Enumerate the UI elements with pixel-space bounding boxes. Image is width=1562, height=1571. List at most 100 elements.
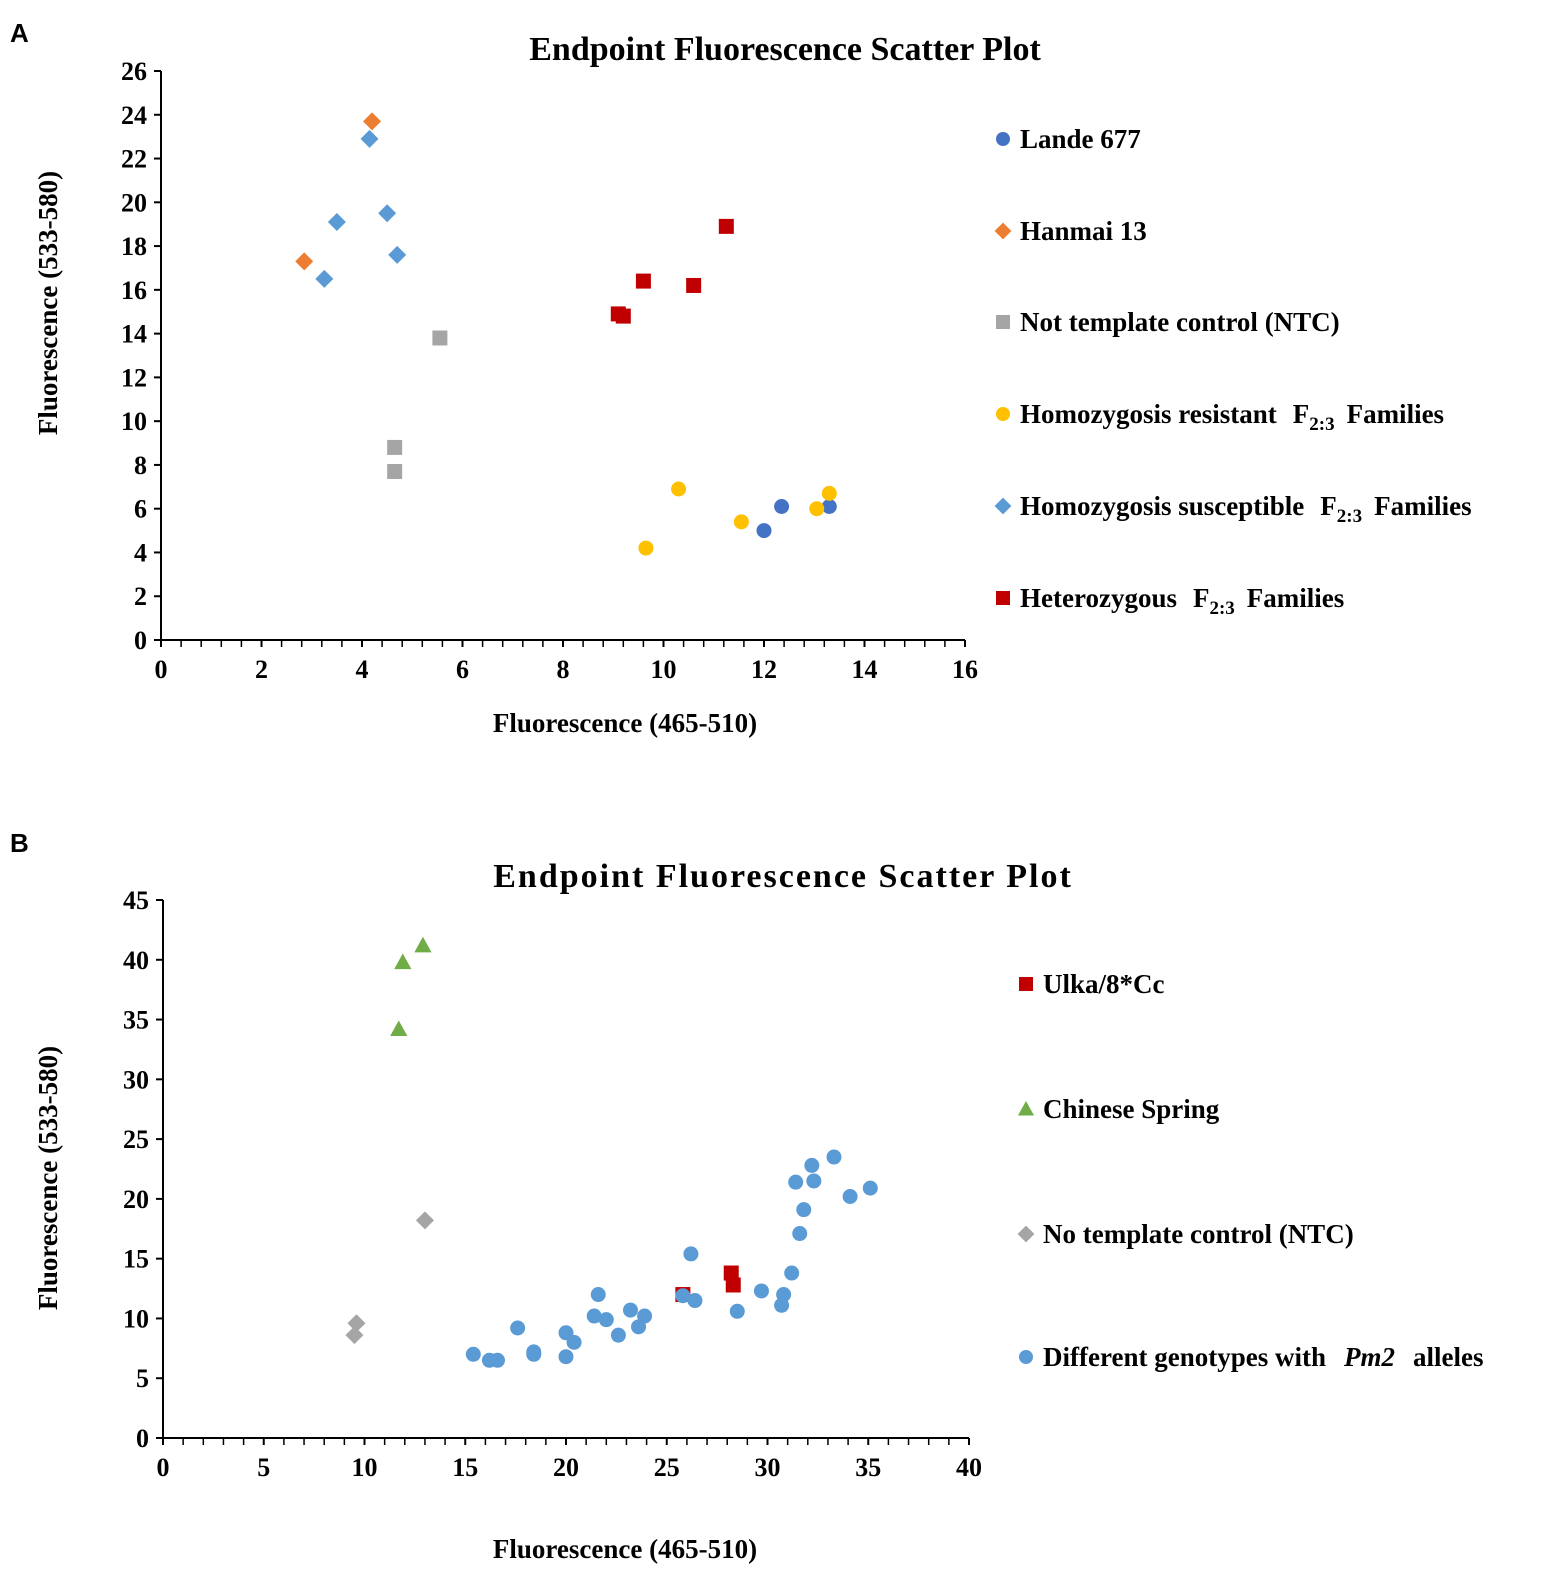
y-tick-label: 20 (123, 1185, 149, 1214)
x-tick-label: 35 (855, 1453, 881, 1482)
legend-marker (1019, 977, 1033, 991)
data-point (590, 1287, 606, 1303)
y-tick-label: 10 (121, 407, 147, 436)
legend-label: Hanmai 13 (1020, 216, 1147, 246)
data-point (686, 277, 702, 293)
legend-item: Lande 677 (996, 124, 1141, 154)
legend-marker (1019, 1350, 1033, 1364)
legend-item: Ulka/8*Cc (1019, 969, 1165, 999)
legend-marker (994, 497, 1012, 515)
data-point (635, 273, 651, 289)
y-tick-label: 30 (123, 1065, 149, 1094)
y-tick-label: 40 (123, 946, 149, 975)
data-point (465, 1346, 481, 1362)
panel-b-title: Endpoint Fluorescence Scatter Plot (493, 858, 1073, 895)
legend-marker (996, 407, 1010, 421)
series-1 (756, 499, 837, 539)
x-tick-label: 10 (651, 655, 677, 684)
data-point (788, 1174, 804, 1190)
legend-marker (996, 591, 1010, 605)
legend-label: Not template control (NTC) (1020, 307, 1340, 337)
x-tick-label: 15 (452, 1453, 478, 1482)
data-point (804, 1157, 820, 1173)
panel-b-letter: B (10, 828, 29, 858)
y-tick-label: 35 (123, 1006, 149, 1035)
series-4 (465, 1149, 878, 1368)
panel-a-x-axis-label: Fluorescence (465-510) (493, 708, 757, 738)
x-tick-label: 6 (456, 655, 469, 684)
x-tick-label: 4 (356, 655, 369, 684)
series-6 (610, 218, 734, 324)
data-point (363, 112, 382, 131)
panel-b-x-axis-label: Fluorescence (465-510) (493, 1534, 757, 1564)
data-point (622, 1302, 638, 1318)
y-tick-label: 5 (136, 1364, 149, 1393)
data-point (390, 1020, 408, 1037)
legend-item: Homozygosis susceptible F2:3 Families (994, 491, 1472, 527)
y-tick-label: 26 (121, 57, 147, 86)
data-point (558, 1349, 574, 1365)
x-tick-label: 25 (654, 1453, 680, 1482)
y-tick-label: 14 (121, 320, 147, 349)
data-point (378, 204, 397, 223)
x-tick-label: 12 (751, 655, 777, 684)
data-point (315, 269, 334, 288)
series-2 (295, 112, 382, 271)
legend-marker (994, 222, 1012, 240)
data-point (776, 1287, 792, 1303)
x-tick-label: 40 (956, 1453, 982, 1482)
data-point (360, 129, 379, 148)
data-point (295, 252, 314, 271)
data-point (489, 1352, 505, 1368)
data-point (615, 308, 631, 324)
legend-label: Homozygosis resistant F2:3 Families (1020, 399, 1444, 435)
legend-item: Chinese Spring (1017, 1094, 1220, 1124)
data-point (725, 1277, 741, 1293)
data-point (566, 1334, 582, 1350)
legend-item: Homozygosis resistant F2:3 Families (996, 399, 1444, 435)
x-tick-label: 0 (155, 655, 168, 684)
x-tick-label: 14 (852, 655, 878, 684)
y-tick-label: 20 (121, 188, 147, 217)
legend-label: Chinese Spring (1043, 1094, 1220, 1124)
data-point (637, 1308, 653, 1324)
data-point (723, 1265, 739, 1281)
y-tick-label: 15 (123, 1245, 149, 1274)
x-tick-label: 8 (557, 655, 570, 684)
data-point (327, 213, 346, 232)
y-tick-label: 0 (134, 626, 147, 655)
data-point (792, 1226, 808, 1242)
y-tick-label: 6 (134, 495, 147, 524)
x-tick-label: 30 (755, 1453, 781, 1482)
data-point (415, 1211, 434, 1230)
x-tick-label: 10 (352, 1453, 378, 1482)
x-tick-label: 20 (553, 1453, 579, 1482)
data-point (432, 330, 448, 346)
legend-label: Homozygosis susceptible F2:3 Families (1020, 491, 1472, 527)
data-point (586, 1308, 602, 1324)
x-tick-label: 5 (257, 1453, 270, 1482)
y-tick-label: 0 (136, 1424, 149, 1453)
series-5 (315, 129, 407, 288)
data-point (394, 953, 412, 970)
data-point (774, 499, 790, 515)
data-point (510, 1320, 526, 1336)
y-tick-label: 2 (134, 582, 147, 611)
panel-b-plot: 0 5 10 15 20 25 30 35 40 0 5 10 15 20 25 30 35 40 45 Ulka/8… (123, 886, 1483, 1482)
y-tick-label: 45 (123, 886, 149, 915)
legend-marker (996, 315, 1010, 329)
data-point (796, 1202, 812, 1218)
y-tick-label: 16 (121, 276, 147, 305)
series-3 (345, 1211, 434, 1345)
data-point (821, 485, 837, 501)
y-tick-label: 25 (123, 1125, 149, 1154)
x-tick-label: 0 (157, 1453, 170, 1482)
legend-marker (1017, 1225, 1035, 1243)
legend-label: No template control (NTC) (1043, 1219, 1354, 1249)
data-point (729, 1303, 745, 1319)
data-point (671, 481, 687, 497)
data-point (610, 1327, 626, 1343)
panel-a-plot: 0 2 4 6 8 10 12 14 1602468101214161820222426Land… (121, 57, 1472, 684)
data-point (387, 439, 403, 455)
data-point (756, 523, 772, 539)
